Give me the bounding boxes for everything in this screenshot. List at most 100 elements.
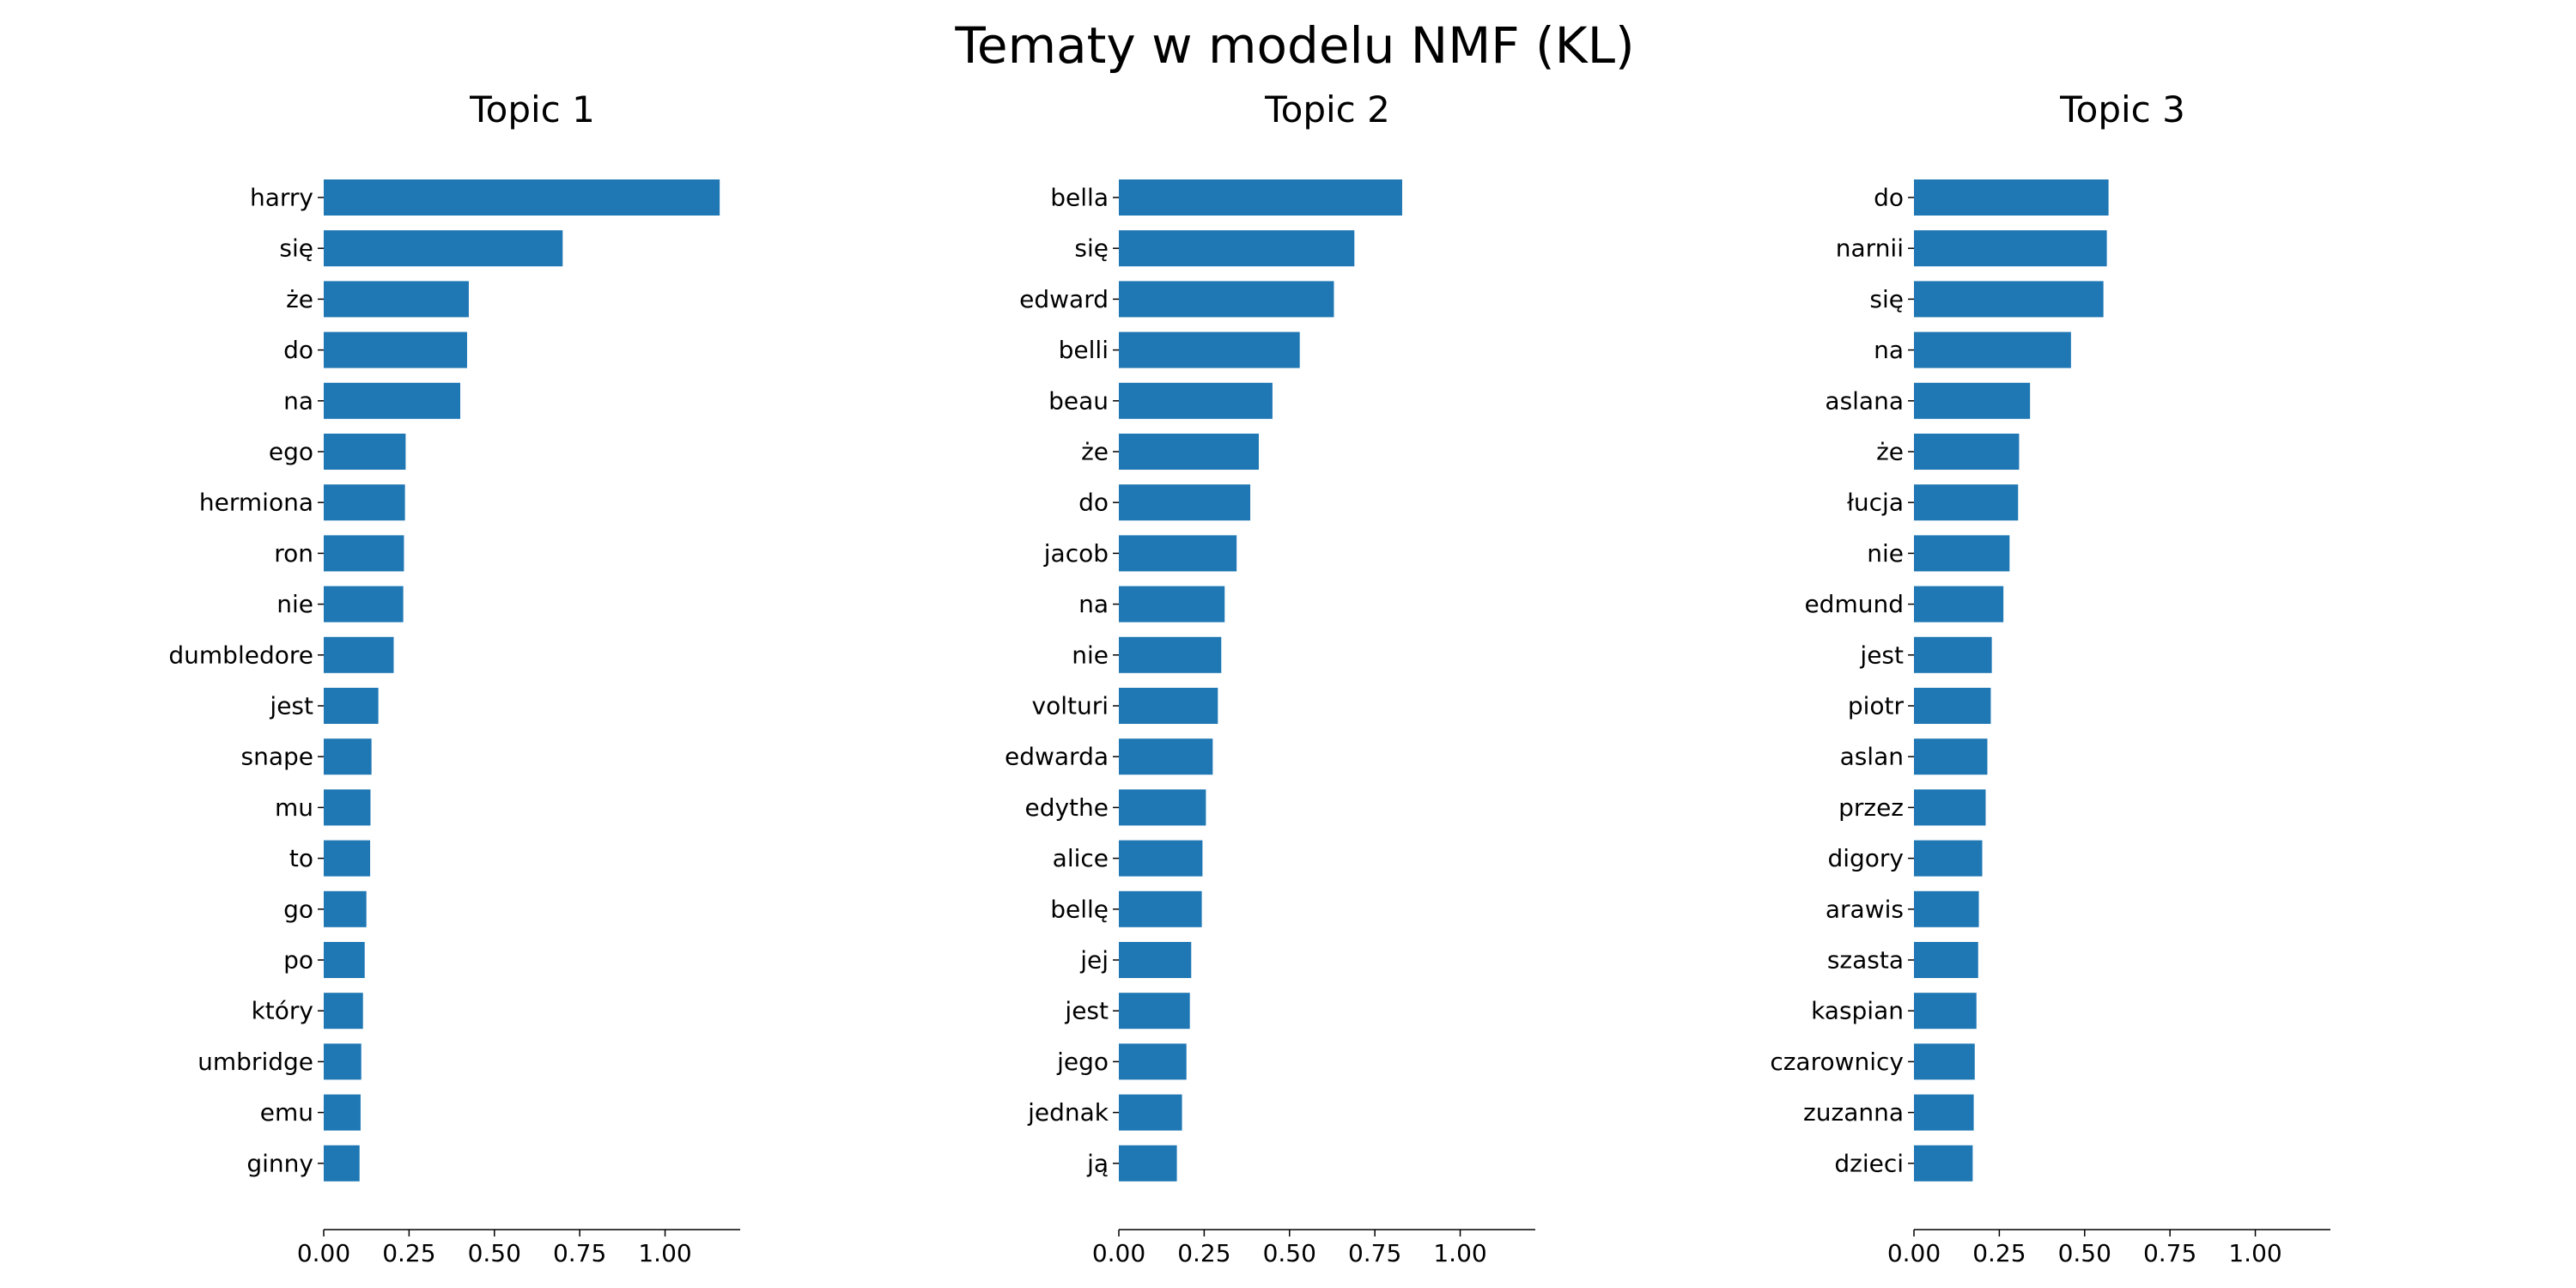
xtick-label: 0.00 — [297, 1239, 350, 1267]
bar-topic-3-że — [1914, 434, 2020, 470]
term-label: zuzanna — [1803, 1098, 1904, 1127]
subplot-title-topic-3: Topic 3 — [2059, 88, 2185, 131]
bar-topic-1-go — [324, 890, 367, 927]
term-label: ją — [1086, 1149, 1109, 1177]
bar-topic-2-edward — [1119, 281, 1334, 318]
bar-topic-2-edwarda — [1119, 738, 1213, 775]
term-label: edythe — [1024, 793, 1109, 822]
bar-topic-3-przez — [1914, 789, 1986, 826]
chart-title: Tematy w modelu NMF (KL) — [954, 16, 1634, 75]
bar-topic-1-na — [324, 382, 461, 419]
term-label: hermiona — [199, 489, 313, 517]
bar-topic-2-ją — [1119, 1145, 1177, 1182]
term-label: jej — [1079, 946, 1109, 975]
bar-topic-2-jego — [1119, 1043, 1187, 1080]
term-label: jest — [269, 692, 313, 720]
term-label: do — [1078, 489, 1109, 517]
term-label: edwarda — [1005, 743, 1109, 771]
term-label: na — [283, 386, 313, 415]
term-label: łucja — [1847, 489, 1904, 517]
term-label: po — [283, 946, 313, 975]
bar-topic-2-jednak — [1119, 1094, 1182, 1131]
bar-topic-3-zuzanna — [1914, 1094, 1974, 1131]
bar-topic-1-się — [324, 230, 563, 267]
xtick-label: 0.75 — [1348, 1239, 1401, 1267]
bar-topic-3-dzieci — [1914, 1145, 1973, 1182]
term-label: snape — [241, 743, 314, 771]
term-label: jednak — [1027, 1098, 1109, 1127]
xtick-label: 0.00 — [1092, 1239, 1145, 1267]
term-label: narnii — [1836, 234, 1904, 263]
bar-topic-1-ginny — [324, 1145, 360, 1182]
bar-topic-1-snape — [324, 738, 372, 775]
bar-topic-1-mu — [324, 789, 371, 826]
xtick-label: 0.75 — [553, 1239, 606, 1267]
xtick-label: 0.25 — [382, 1239, 435, 1267]
bar-topic-1-ego — [324, 434, 406, 470]
term-label: się — [279, 234, 313, 263]
bar-topic-3-narnii — [1914, 230, 2107, 267]
term-label: volturi — [1032, 692, 1109, 720]
bar-topic-3-kaspian — [1914, 993, 1977, 1030]
bar-topic-3-czarownicy — [1914, 1043, 1975, 1080]
bar-topic-2-jacob — [1119, 535, 1237, 572]
term-label: jacob — [1043, 539, 1109, 568]
bar-topic-2-bella — [1119, 179, 1402, 216]
term-label: na — [1078, 590, 1109, 618]
bar-topic-1-to — [324, 840, 371, 877]
term-label: że — [1081, 438, 1109, 466]
xtick-label: 0.75 — [2143, 1239, 2196, 1267]
subplot-topic-2: Topic 2 bella się edward belli beau że do jacob… — [1005, 88, 1535, 1267]
bar-topic-2-belli — [1119, 331, 1300, 368]
term-label: digory — [1827, 844, 1904, 872]
bar-topic-3-szasta — [1914, 942, 1978, 978]
term-label: się — [1074, 234, 1109, 263]
bar-topic-2-że — [1119, 434, 1259, 470]
term-label: harry — [250, 184, 313, 212]
bar-topic-1-ron — [324, 535, 404, 572]
bar-topic-3-się — [1914, 281, 2104, 318]
bar-topic-2-volturi — [1119, 688, 1218, 724]
term-label: dzieci — [1834, 1149, 1904, 1177]
term-label: jest — [1064, 997, 1109, 1025]
bar-topic-3-edmund — [1914, 586, 2004, 623]
xtick-label: 0.25 — [1972, 1239, 2026, 1267]
term-label: mu — [275, 793, 313, 822]
term-label: nie — [276, 590, 313, 618]
term-label: na — [1874, 336, 1904, 364]
term-label: jest — [1859, 641, 1904, 669]
bar-topic-2-jej — [1119, 942, 1192, 978]
bar-topic-2-beau — [1119, 382, 1273, 419]
bar-topic-3-aslan — [1914, 738, 1988, 775]
term-label: umbridge — [197, 1048, 313, 1076]
bar-topic-1-do — [324, 331, 467, 368]
bar-topic-3-piotr — [1914, 688, 1991, 724]
term-label: belli — [1059, 336, 1109, 364]
term-label: nie — [1867, 539, 1904, 568]
xtick-label: 0.00 — [1887, 1239, 1941, 1267]
xtick-label: 0.50 — [2058, 1239, 2111, 1267]
term-label: czarownicy — [1770, 1048, 1904, 1076]
term-label: edward — [1019, 285, 1109, 313]
term-label: emu — [260, 1098, 313, 1127]
term-label: piotr — [1848, 692, 1905, 720]
term-label: przez — [1838, 793, 1904, 822]
term-label: alice — [1053, 844, 1109, 872]
term-label: że — [1876, 438, 1904, 466]
subplot-title-topic-2: Topic 2 — [1264, 88, 1390, 131]
bar-topic-2-do — [1119, 484, 1251, 521]
bar-topic-3-arawis — [1914, 890, 1979, 927]
term-label: bella — [1050, 184, 1109, 212]
bar-topic-3-digory — [1914, 840, 1983, 877]
term-label: aslana — [1825, 386, 1904, 415]
term-label: ego — [269, 438, 313, 466]
term-label: nie — [1072, 641, 1109, 669]
xtick-label: 1.00 — [1433, 1239, 1486, 1267]
term-label: arawis — [1826, 895, 1904, 923]
bar-topic-2-edythe — [1119, 789, 1206, 826]
xtick-label: 0.25 — [1177, 1239, 1230, 1267]
bar-topic-2-jest — [1119, 993, 1190, 1030]
subplot-topic-3: Topic 3 do narnii się na aslana że łucja nie edm… — [1770, 88, 2330, 1267]
bar-topic-3-do — [1914, 179, 2109, 216]
